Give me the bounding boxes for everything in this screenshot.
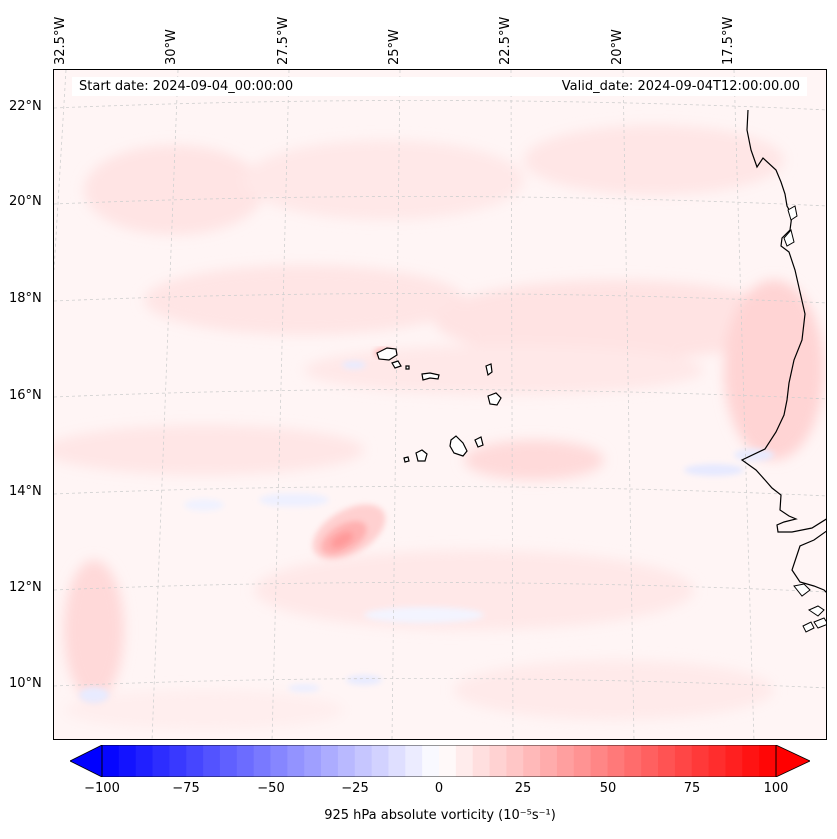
colorbar-cell <box>708 745 726 777</box>
colorbar-tick-label: 75 <box>683 781 701 796</box>
island-sal <box>485 363 493 377</box>
start-date: Start date: 2024-09-04_00:00:00 <box>79 79 294 94</box>
colorbar-outline <box>101 745 777 777</box>
negative-vorticity-shading <box>79 361 774 703</box>
positive-vorticity-shading <box>54 125 824 730</box>
lon-label-22.5w: 22.5°W <box>498 16 513 65</box>
colorbar-cell <box>523 745 541 777</box>
lon-label-25w: 25°W <box>387 29 402 65</box>
lat-label-10n: 10°N <box>9 676 42 691</box>
colorbar-cell <box>135 745 154 777</box>
colorbar-cell <box>337 745 356 777</box>
colorbar-cell <box>354 745 373 777</box>
colorbar-max-extend <box>775 745 810 777</box>
lat-label-18n: 18°N <box>9 291 42 306</box>
coastal-islets <box>783 205 826 633</box>
colorbar-cell <box>169 745 187 777</box>
colorbar-cell <box>658 745 676 777</box>
colorbar-cell <box>287 745 305 777</box>
colorbar-cell <box>489 745 507 777</box>
colorbar-cell <box>388 745 406 777</box>
colorbar-cell <box>422 745 440 777</box>
lat-label-16n: 16°N <box>9 388 42 403</box>
colorbar-cell <box>573 745 592 777</box>
colorbar-tick-label: −75 <box>172 781 200 796</box>
colorbar-cell <box>203 745 221 777</box>
colorbar-cell <box>321 745 339 777</box>
colorbar-tick-label: 50 <box>599 781 617 796</box>
colorbar-cell <box>186 745 204 777</box>
colorbar-cell <box>236 745 255 777</box>
island-sao-nicolau <box>421 372 440 381</box>
island-maio <box>474 436 484 448</box>
colorbar-cell <box>725 745 743 777</box>
island-sao-vicente <box>391 360 402 369</box>
colorbar-cell <box>759 745 777 777</box>
colorbar-cell <box>270 745 288 777</box>
colorbar-tick-label: −100 <box>84 781 120 796</box>
valid-date: Valid_date: 2024-09-04T12:00:00.00 <box>561 79 800 94</box>
colorbar-min-extend <box>70 745 103 777</box>
lat-label-14n: 14°N <box>9 484 42 499</box>
colorbar-cells <box>102 745 777 777</box>
lat-label-12n: 12°N <box>9 580 42 595</box>
lon-label-32.5w: 32.5°W <box>53 16 68 65</box>
colorbar-cell <box>674 745 693 777</box>
colorbar-tick-label: 100 <box>763 781 789 796</box>
cape-verde-islands <box>376 347 502 463</box>
colorbar-cell <box>624 745 642 777</box>
colorbar-cell <box>304 745 322 777</box>
graticule <box>54 70 826 739</box>
colorbar-cell <box>455 745 474 777</box>
island-brava <box>403 456 410 463</box>
island-santa-luzia <box>405 365 410 370</box>
island-fogo <box>415 449 428 462</box>
vorticity-field <box>54 70 826 739</box>
map-panel <box>53 69 827 740</box>
colorbar-cell <box>118 745 137 777</box>
africa-coastline <box>740 109 826 533</box>
colorbar-cell <box>102 745 120 777</box>
colorbar-cell <box>506 745 524 777</box>
colorbar-tick-label: 0 <box>434 781 444 796</box>
colorbar-cell <box>371 745 389 777</box>
colorbar-tick-label: −50 <box>257 781 285 796</box>
island-santiago <box>449 435 468 457</box>
senegal-guinea-coast <box>791 530 826 593</box>
colorbar-cell <box>439 745 457 777</box>
colorbar-cell <box>590 745 608 777</box>
lon-label-17.5w: 17.5°W <box>721 16 736 65</box>
colorbar-cell <box>472 745 491 777</box>
date-info-box: Start date: 2024-09-04_00:00:00 Valid_da… <box>72 77 807 96</box>
colorbar-cell <box>641 745 659 777</box>
colorbar-cell <box>742 745 760 777</box>
colorbar-cell <box>152 745 170 777</box>
lon-label-20w: 20°W <box>610 29 625 65</box>
colorbar <box>70 745 810 777</box>
island-santo-antao <box>376 347 398 361</box>
colorbar-cell <box>691 745 710 777</box>
colorbar-tick-label: −25 <box>341 781 369 796</box>
island-boa-vista <box>487 392 502 406</box>
colorbar-cell <box>219 745 238 777</box>
lat-label-20n: 20°N <box>9 194 42 209</box>
lon-label-30w: 30°W <box>164 29 179 65</box>
colorbar-cell <box>556 745 575 777</box>
colorbar-cell <box>253 745 271 777</box>
colorbar-cell <box>405 745 423 777</box>
colorbar-cell <box>607 745 625 777</box>
lon-label-27.5w: 27.5°W <box>276 16 291 65</box>
colorbar-tick-label: 25 <box>514 781 532 796</box>
colorbar-cell <box>540 745 558 777</box>
lat-label-22n: 22°N <box>9 99 42 114</box>
colorbar-label: 925 hPa absolute vorticity (10⁻⁵s⁻¹) <box>324 808 556 823</box>
